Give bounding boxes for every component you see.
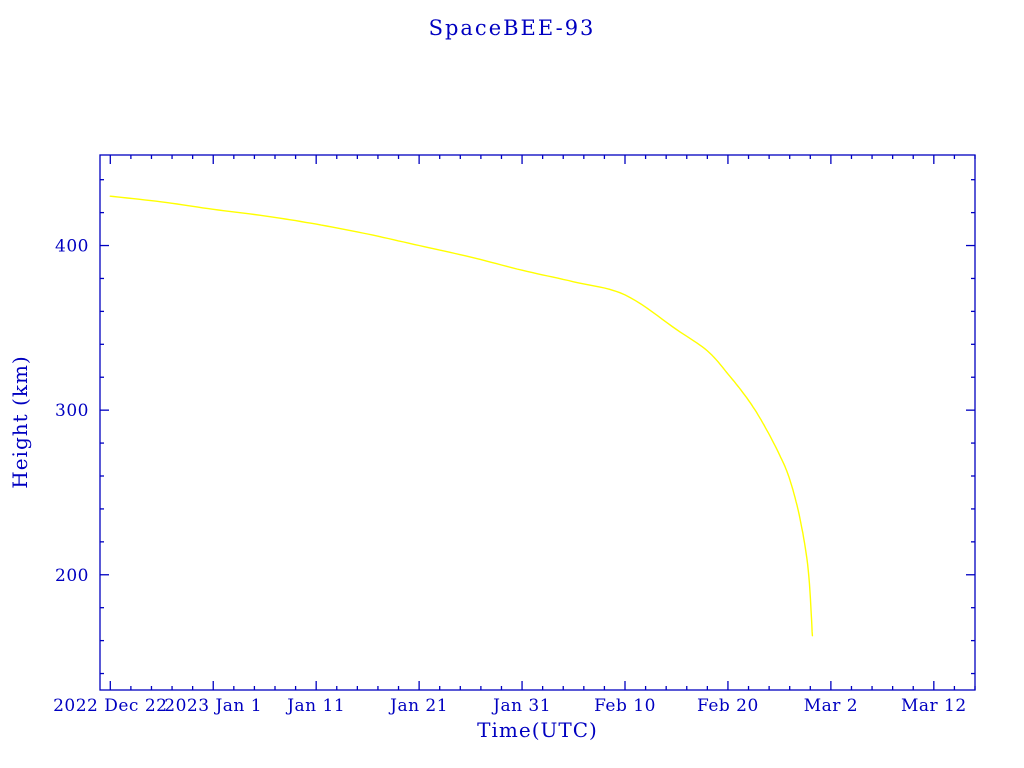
x-tick-label: Jan 11 [285, 696, 345, 716]
y-tick-label: 200 [55, 566, 89, 586]
x-tick-label: Jan 21 [388, 696, 448, 716]
x-tick-label: 2022 Dec 22 [53, 696, 167, 716]
x-tick-label: Mar 12 [901, 696, 967, 716]
x-tick-label: Jan 31 [491, 696, 551, 716]
data-line [109, 195, 814, 637]
y-tick-label: 400 [55, 237, 89, 257]
y-tick-labels: 200 300 400 [55, 237, 89, 586]
x-tick-label: Mar 2 [804, 696, 858, 716]
y-tick-label: 300 [55, 401, 89, 421]
x-tick-label: Feb 10 [594, 696, 656, 716]
axes [99, 154, 976, 691]
x-tick-label: 2023 Jan 1 [164, 696, 262, 716]
chart-title: SpaceBEE-93 [428, 16, 596, 40]
x-tick-label: Feb 20 [697, 696, 759, 716]
x-axis-label: Time(UTC) [477, 718, 598, 742]
plot-frame [99, 154, 976, 691]
